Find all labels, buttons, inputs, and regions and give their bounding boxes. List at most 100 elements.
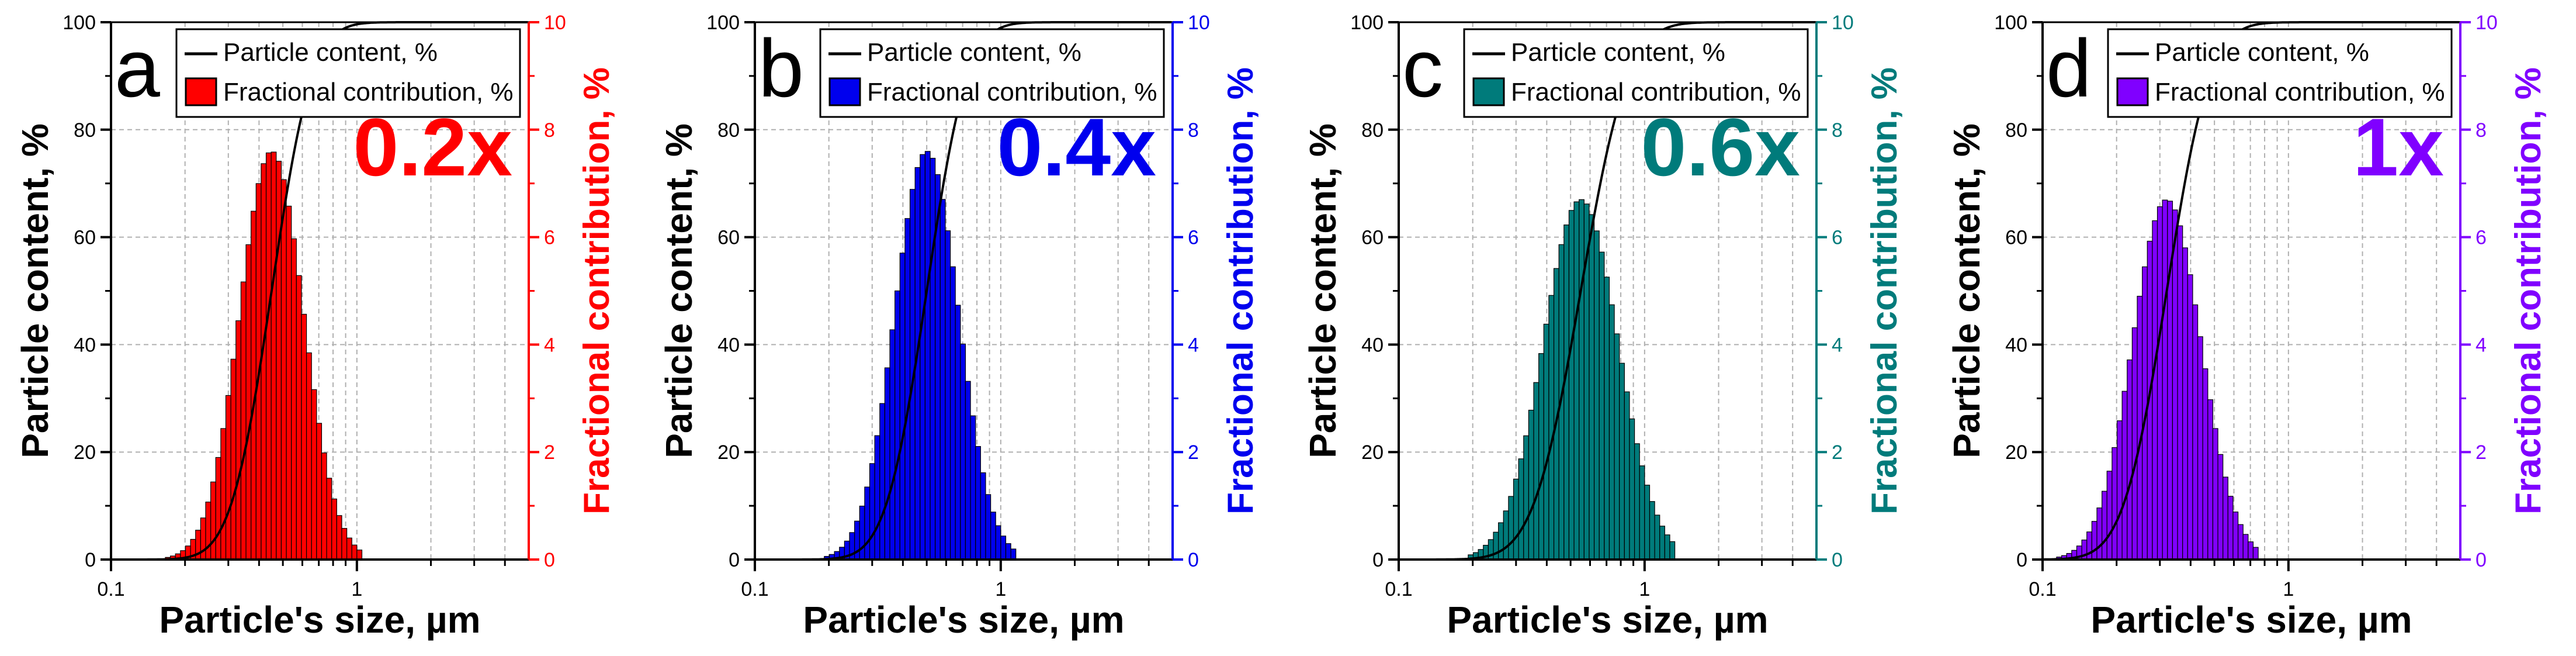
histogram-bar [930, 157, 936, 560]
histogram-bar [990, 512, 996, 560]
legend-bar-swatch [185, 77, 217, 106]
histogram-bar [280, 179, 287, 560]
left-tick-label: 80 [2005, 119, 2027, 141]
left-axis-title: Particle content, % [658, 123, 700, 458]
histogram-bar [2162, 199, 2168, 560]
histogram-bar [205, 502, 212, 560]
histogram-bar [2116, 420, 2123, 560]
histogram-bar [2187, 274, 2193, 560]
panel-letter: d [2046, 22, 2092, 114]
histogram-bar [2192, 304, 2199, 560]
left-tick-label: 80 [74, 119, 96, 141]
left-tick-label: 60 [1361, 227, 1384, 249]
histogram-bar [889, 329, 896, 560]
histogram-bar [2157, 206, 2163, 560]
histogram-bar [1639, 465, 1645, 560]
histogram-bar [331, 498, 337, 560]
left-tick-label: 100 [706, 12, 740, 34]
histogram-bar [1533, 382, 1540, 560]
chart-panel-c: 0 20 40 60 80 100 0 2 4 6 8 10 0.1 1 Particle's size, … [1288, 0, 1932, 656]
right-tick-label: 10 [1832, 12, 1854, 34]
x-axis-title: Particle's size, µm [803, 599, 1124, 641]
right-tick-label: 4 [1832, 334, 1843, 356]
histogram-bar [1573, 201, 1580, 560]
chart-panel-b: 0 20 40 60 80 100 0 2 4 6 8 10 0.1 1 Particle's size, … [644, 0, 1288, 656]
left-axis-title: Particle content, % [14, 123, 56, 458]
histogram-bar [924, 151, 931, 560]
histogram-bar [2112, 447, 2118, 560]
right-tick-label: 6 [544, 227, 555, 249]
histogram-bar [306, 352, 312, 560]
histogram-bar [1669, 541, 1676, 560]
right-tick-label: 0 [2476, 549, 2487, 571]
histogram-bar [2227, 496, 2234, 560]
chart-panel-a: 0 20 40 60 80 100 0 2 4 6 8 10 0.1 1 Particle's size, … [0, 0, 644, 656]
right-tick-label: 8 [544, 119, 555, 141]
histogram-bar [271, 151, 277, 560]
histogram-bar [2217, 454, 2224, 560]
histogram-bar [869, 463, 875, 560]
histogram-bar [1593, 230, 1600, 560]
histogram-bar [220, 428, 227, 560]
histogram-bar [1619, 362, 1625, 560]
left-tick-label: 20 [1361, 441, 1384, 464]
histogram-bar [291, 238, 297, 560]
histogram-bar [1010, 548, 1017, 560]
histogram-bar [1649, 501, 1655, 560]
right-tick-label: 6 [1188, 227, 1199, 249]
left-tick-label: 40 [1361, 334, 1384, 356]
left-axis-title: Particle content, % [1302, 123, 1344, 458]
histogram-bar [1518, 458, 1524, 560]
right-tick-label: 6 [2476, 227, 2487, 249]
x-axis-title: Particle's size, µm [1447, 599, 1768, 641]
legend-box [2107, 28, 2453, 118]
legend-entry-content: Particle content, % [2155, 38, 2369, 67]
legend-box [819, 28, 1165, 118]
histogram-bar [1599, 251, 1605, 560]
histogram-bar [2197, 336, 2203, 560]
legend-box [175, 28, 521, 118]
histogram-bar [235, 320, 242, 560]
legend-entry-content: Particle content, % [223, 38, 438, 67]
histogram-bar [1589, 214, 1595, 560]
right-tick-label: 2 [2476, 441, 2487, 464]
left-tick-label: 60 [717, 227, 740, 249]
legend: Particle content, % Fractional contributi… [175, 28, 521, 118]
left-tick-label: 40 [74, 334, 96, 356]
left-tick-label: 60 [74, 227, 96, 249]
right-tick-label: 8 [2476, 119, 2487, 141]
legend-entry-fraction: Fractional contribution, % [223, 78, 513, 106]
histogram-bar [1604, 277, 1610, 560]
left-axis-title: Particle content, % [1946, 123, 1988, 458]
histogram [2056, 199, 2259, 560]
panel-letter: a [115, 22, 160, 114]
left-tick-label: 0 [85, 549, 96, 571]
histogram-bar [225, 395, 231, 560]
left-tick-label: 100 [1994, 12, 2027, 34]
x-tick-label: 1 [351, 578, 362, 600]
right-tick-label: 0 [544, 549, 555, 571]
histogram-bar [2207, 399, 2214, 560]
histogram-bar [326, 478, 332, 560]
histogram-bar [2237, 524, 2244, 560]
histogram-bar [1654, 515, 1660, 560]
histogram-bar [1563, 225, 1570, 560]
panel-letter: b [758, 22, 804, 114]
histogram-bar [1634, 443, 1640, 560]
x-tick-label: 0.1 [741, 578, 768, 600]
histogram-bar [2131, 327, 2138, 560]
left-tick-label: 40 [717, 334, 740, 356]
histogram-bar [920, 154, 926, 560]
histogram-bar [884, 367, 890, 560]
chart-panel-d: 0 20 40 60 80 100 0 2 4 6 8 10 0.1 1 Particle's size, … [1932, 0, 2575, 656]
histogram-bar [2127, 359, 2133, 560]
legend-box [1463, 28, 1809, 118]
histogram-bar [985, 494, 991, 560]
x-tick-label: 1 [2283, 578, 2294, 600]
legend-bar-swatch [828, 77, 861, 106]
histogram-bar [2212, 428, 2218, 560]
left-tick-label: 0 [729, 549, 740, 571]
histogram-bar [1005, 543, 1011, 560]
histogram-bar [351, 544, 358, 560]
